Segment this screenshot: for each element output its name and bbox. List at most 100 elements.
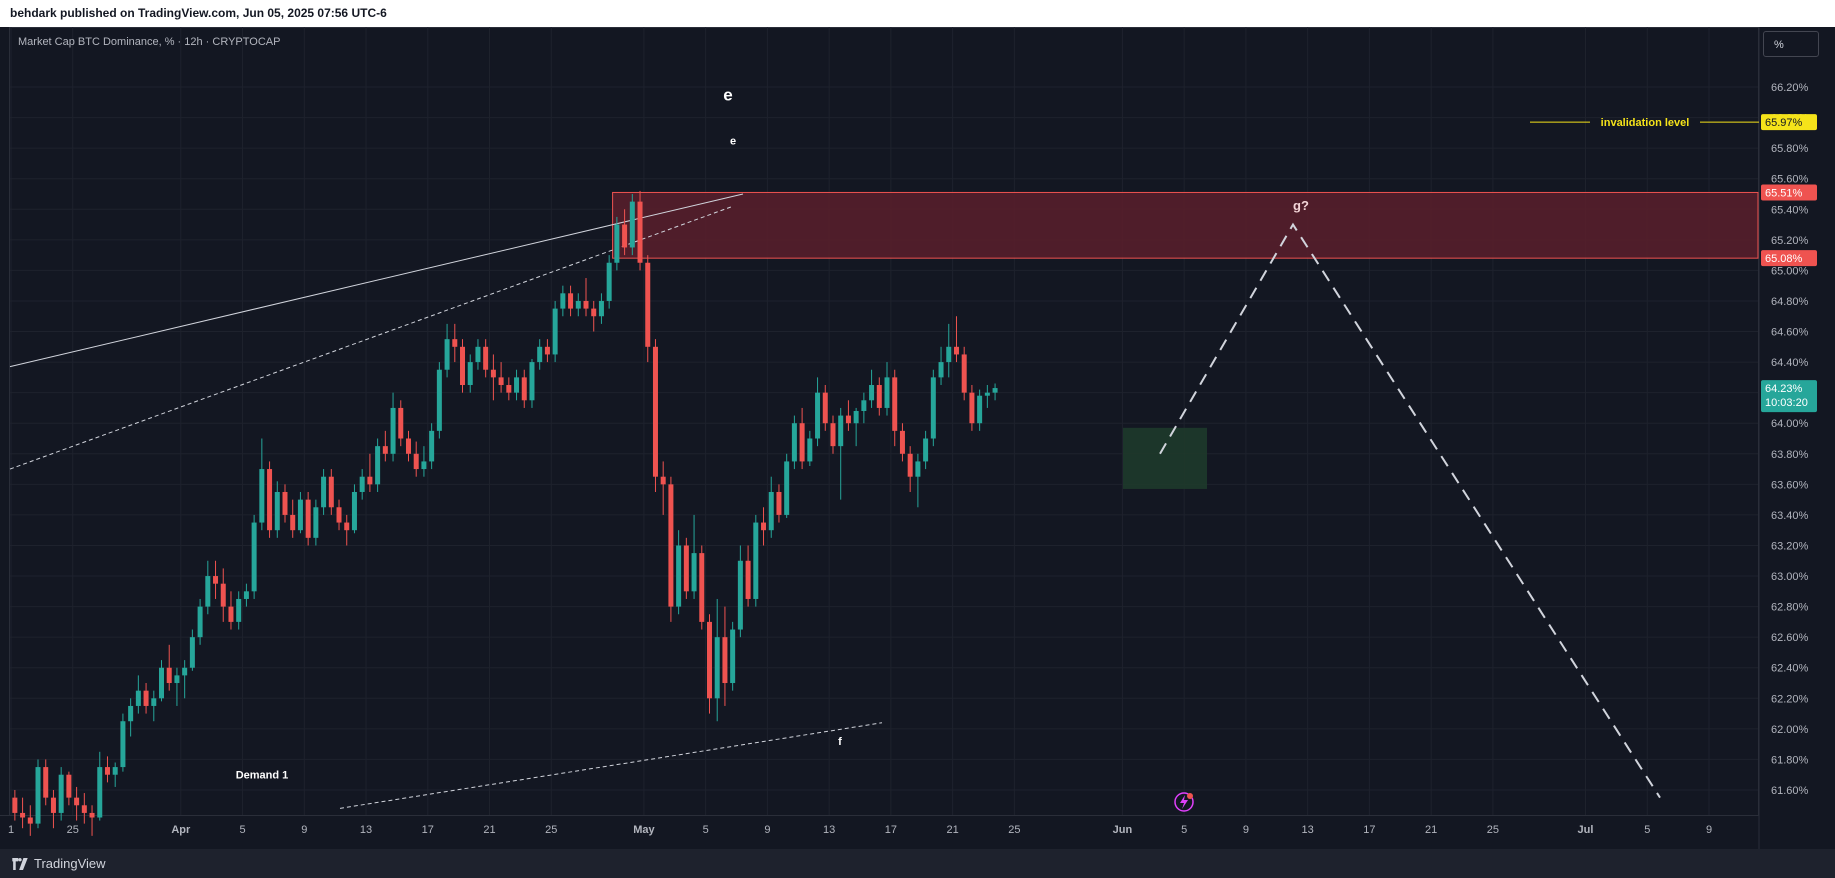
candle-body	[838, 415, 844, 447]
candle-body	[143, 690, 149, 706]
candle-body	[220, 583, 226, 607]
y-tick-label: 63.40%	[1771, 510, 1809, 522]
candle-body	[753, 522, 759, 599]
candle-body	[521, 377, 527, 401]
candle-body	[583, 300, 589, 309]
y-tick-label: 62.20%	[1771, 693, 1809, 705]
price-tag-supply-bottom-bg	[1761, 250, 1817, 267]
price-tag-last: 64.23%	[1765, 383, 1803, 395]
y-tick-label: 61.60%	[1771, 785, 1809, 797]
y-tick-label: 62.60%	[1771, 632, 1809, 644]
projection-path	[1159, 222, 1661, 799]
chart-area[interactable]: 66.20%66.00%65.80%65.60%65.40%65.20%65.0…	[0, 27, 1835, 849]
y-tick-label: 65.60%	[1771, 174, 1809, 186]
wave-label-g: g?	[1293, 198, 1309, 213]
candle-body	[74, 797, 80, 806]
candle-body	[375, 446, 381, 485]
x-tick-label: 9	[764, 824, 770, 836]
candle-body	[182, 667, 188, 676]
candle-body	[359, 476, 365, 492]
x-tick-label: 13	[823, 824, 835, 836]
candle-body	[159, 667, 165, 699]
candle-body	[691, 553, 697, 592]
candle-body	[243, 591, 249, 599]
x-tick-label: 21	[483, 824, 495, 836]
candle-body	[660, 476, 666, 485]
candle-body	[614, 224, 620, 263]
publish-header: behdark published on TradingView.com, Ju…	[0, 0, 1835, 27]
lightning-icon[interactable]	[1174, 792, 1194, 812]
chart-title: Market Cap BTC Dominance, % · 12h · CRYP…	[18, 36, 280, 48]
candle-body	[336, 507, 342, 523]
candle-body	[568, 293, 574, 309]
x-tick-label: 5	[239, 824, 245, 836]
x-tick-label: 5	[1644, 824, 1650, 836]
x-tick-label: 25	[545, 824, 557, 836]
x-tick-label: 5	[1181, 824, 1187, 836]
y-tick-label: 63.20%	[1771, 540, 1809, 552]
y-tick-label: 61.80%	[1771, 754, 1809, 766]
candle-body	[714, 637, 720, 699]
x-tick-label: 21	[1425, 824, 1437, 836]
candle-body	[413, 453, 419, 470]
candle-body	[305, 499, 311, 538]
publish-text: behdark published on TradingView.com, Ju…	[10, 6, 387, 20]
candle-body	[66, 774, 72, 798]
y-tick-label: 65.00%	[1771, 265, 1809, 277]
x-tick-label: May	[633, 824, 655, 836]
candle-body	[892, 377, 898, 431]
candle-body	[112, 767, 118, 775]
candle-body	[429, 430, 435, 462]
y-tick-label: 66.20%	[1771, 82, 1809, 94]
candle-body	[830, 423, 836, 447]
candle-body	[992, 388, 998, 393]
x-tick-label: 1	[8, 824, 14, 836]
candle-body	[977, 395, 983, 424]
y-tick-label: 65.40%	[1771, 204, 1809, 216]
x-tick-label: 5	[703, 824, 709, 836]
candle-body	[884, 377, 890, 408]
candle-body	[514, 377, 520, 393]
tradingview-logo-icon	[12, 858, 28, 870]
x-tick-label: 9	[1243, 824, 1249, 836]
unit-button[interactable]: %	[1763, 31, 1819, 57]
candle-body	[351, 491, 357, 531]
plot-border	[9, 27, 1759, 816]
y-tick-label: 64.60%	[1771, 327, 1809, 339]
candle-body	[390, 407, 396, 454]
candle-body	[953, 346, 959, 355]
candle-body	[444, 339, 450, 370]
candle-body	[398, 407, 404, 439]
candle-body	[367, 476, 373, 485]
footer-bar: TradingView	[0, 849, 1835, 878]
candle-body	[946, 346, 952, 363]
candle-body	[761, 522, 767, 531]
candle-body	[452, 339, 458, 347]
x-tick-label: 9	[1706, 824, 1712, 836]
candle-body	[58, 774, 64, 813]
candle-body	[128, 705, 134, 722]
x-tick-label: 13	[360, 824, 372, 836]
candle-body	[344, 522, 350, 531]
candle-body	[575, 300, 581, 309]
trendline-lower-dashed	[339, 722, 883, 809]
candle-body	[969, 392, 975, 424]
candle-body	[544, 346, 550, 355]
candle-body	[436, 369, 442, 431]
candle-body	[197, 606, 203, 638]
candle-body	[861, 400, 867, 411]
x-tick-label: 25	[67, 824, 79, 836]
x-tick-label: 25	[1487, 824, 1499, 836]
candle-body	[236, 598, 242, 622]
candle-body	[668, 484, 674, 607]
candle-body	[228, 606, 234, 622]
candle-body	[815, 392, 821, 439]
candle-body	[791, 423, 797, 462]
candle-body	[35, 767, 41, 824]
wave-label-e-large: e	[723, 86, 732, 105]
candle-body	[876, 385, 882, 408]
x-tick-label: 13	[1302, 824, 1314, 836]
candle-body	[907, 453, 913, 477]
y-tick-label: 64.00%	[1771, 418, 1809, 430]
candle-body	[50, 797, 56, 813]
